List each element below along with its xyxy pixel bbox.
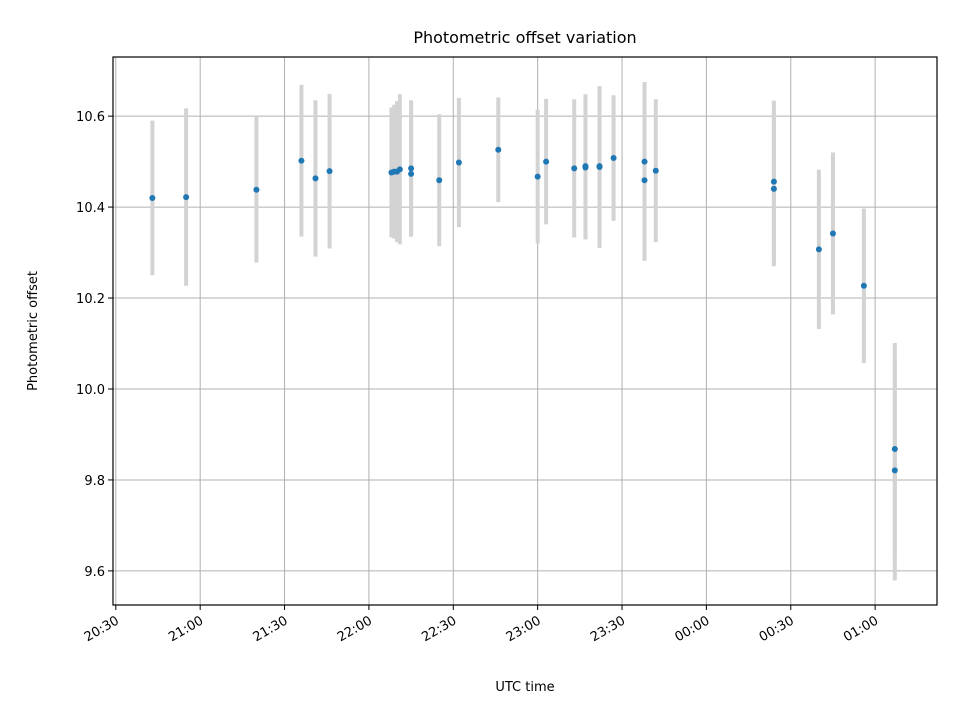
x-tick-label: 21:00 xyxy=(166,613,206,645)
data-point xyxy=(543,158,550,165)
data-point xyxy=(298,157,305,164)
x-axis-label: UTC time xyxy=(495,680,554,695)
x-tick-label: 23:30 xyxy=(588,613,628,645)
data-point xyxy=(495,146,502,153)
x-axis-ticks: 20:30 21:00 21:30 22:00 22:30 23:00 23:30 00:00… xyxy=(82,605,881,645)
y-axis-label: Photometric offset xyxy=(26,271,41,391)
x-tick-label: 00:30 xyxy=(757,613,797,645)
data-point xyxy=(770,185,777,192)
data-point xyxy=(610,154,617,161)
data-point xyxy=(408,170,415,177)
data-point xyxy=(408,165,415,172)
data-point xyxy=(253,186,260,193)
y-tick-label: 10.2 xyxy=(76,292,105,307)
data-point xyxy=(396,166,403,173)
x-tick-label: 22:00 xyxy=(335,613,375,645)
data-point xyxy=(860,282,867,289)
x-tick-label: 21:30 xyxy=(251,613,291,645)
x-tick-label: 00:00 xyxy=(672,613,712,645)
data-point xyxy=(891,446,898,453)
data-point xyxy=(641,158,648,165)
plot-frame xyxy=(112,56,938,606)
chart-title: Photometric offset variation xyxy=(413,28,636,47)
data-point xyxy=(582,164,589,171)
data-points xyxy=(149,146,898,474)
y-tick-label: 9.8 xyxy=(84,474,105,489)
x-tick-label: 22:30 xyxy=(419,613,459,645)
data-point xyxy=(183,194,190,201)
x-tick-label: 01:00 xyxy=(841,613,881,645)
data-point xyxy=(312,175,319,182)
y-tick-label: 10.6 xyxy=(76,110,105,125)
data-point xyxy=(891,467,898,474)
y-tick-label: 9.6 xyxy=(84,565,105,580)
data-point xyxy=(436,177,443,184)
y-tick-label: 10.0 xyxy=(76,383,105,398)
data-point xyxy=(571,165,578,172)
grid xyxy=(113,57,937,605)
data-point xyxy=(149,194,156,201)
data-point xyxy=(652,167,659,174)
x-tick-label: 20:30 xyxy=(82,613,122,645)
y-tick-label: 10.4 xyxy=(76,201,105,216)
data-point xyxy=(455,159,462,166)
data-point xyxy=(596,163,603,170)
data-point xyxy=(815,246,822,253)
data-point xyxy=(829,230,836,237)
data-point xyxy=(641,177,648,184)
x-tick-label: 23:00 xyxy=(504,613,544,645)
data-point xyxy=(326,168,333,175)
data-point xyxy=(534,173,541,180)
error-bars xyxy=(150,82,897,581)
data-point xyxy=(770,178,777,185)
y-axis-ticks: 9.6 9.8 10.0 10.2 10.4 10.6 xyxy=(76,110,113,580)
